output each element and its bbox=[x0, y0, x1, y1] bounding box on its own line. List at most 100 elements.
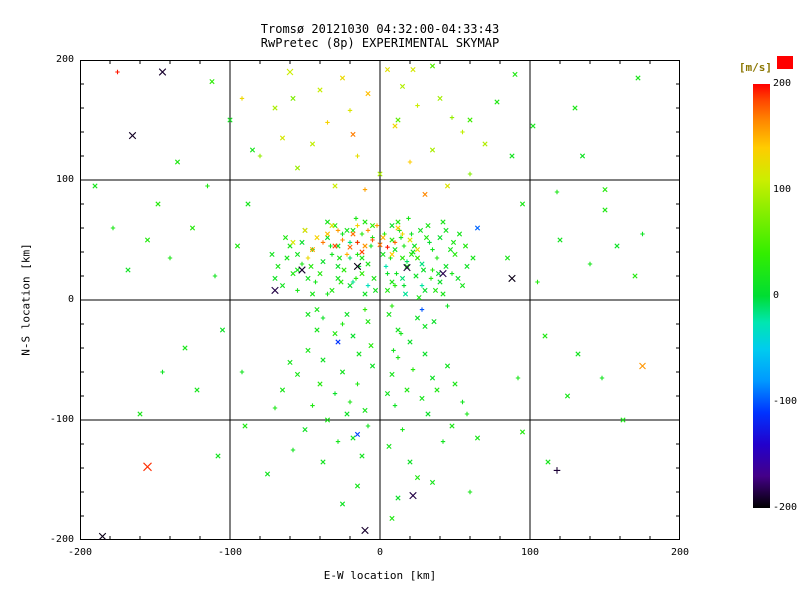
scatter-point bbox=[314, 327, 320, 333]
scatter-point bbox=[395, 117, 401, 123]
scatter-point bbox=[353, 276, 359, 281]
scatter-point bbox=[269, 251, 275, 257]
scatter-point bbox=[389, 303, 395, 309]
scatter-point bbox=[557, 237, 563, 243]
scatter-point bbox=[392, 283, 398, 288]
colorbar-tick-label: -100 bbox=[773, 396, 798, 407]
scatter-point bbox=[434, 255, 440, 261]
scatter-point bbox=[328, 243, 333, 249]
scatter-point bbox=[347, 255, 353, 261]
scatter-point bbox=[92, 183, 98, 189]
scatter-point bbox=[639, 362, 646, 370]
scatter-point bbox=[182, 345, 188, 351]
scatter-point bbox=[317, 381, 323, 387]
scatter-point bbox=[434, 387, 440, 393]
y-axis-label: N-S location [km] bbox=[19, 243, 33, 356]
y-tick-label: 100 bbox=[55, 174, 74, 185]
scatter-point bbox=[545, 459, 551, 465]
scatter-point bbox=[640, 231, 645, 237]
scatter-point bbox=[404, 263, 410, 269]
scatter-point bbox=[294, 267, 301, 273]
colorbar-tick-label: 100 bbox=[773, 184, 792, 195]
scatter-point bbox=[384, 67, 391, 73]
scatter-point bbox=[389, 279, 395, 285]
scatter-point bbox=[389, 237, 395, 243]
scatter-point bbox=[298, 266, 306, 274]
scatter-point bbox=[257, 153, 263, 159]
scatter-point bbox=[395, 327, 401, 333]
scatter-point bbox=[350, 435, 356, 441]
scatter-point bbox=[302, 227, 308, 233]
scatter-point bbox=[564, 393, 571, 399]
scatter-point bbox=[325, 291, 330, 297]
scatter-point bbox=[428, 276, 434, 281]
scatter-point bbox=[359, 255, 365, 261]
scatter-point bbox=[553, 467, 561, 474]
scatter-point bbox=[394, 271, 399, 276]
scatter-point bbox=[294, 371, 301, 377]
scatter-point bbox=[320, 459, 326, 465]
scatter-point bbox=[209, 79, 215, 85]
scatter-point bbox=[340, 321, 345, 327]
scatter-point bbox=[287, 359, 293, 365]
scatter-point bbox=[494, 99, 500, 105]
scatter-point bbox=[305, 275, 311, 281]
y-tick-label: -200 bbox=[49, 534, 74, 545]
plot-subtitle: RwPretec (8p) EXPERIMENTAL SKYMAP bbox=[260, 36, 500, 50]
scatter-point bbox=[419, 307, 425, 312]
scatter-point bbox=[459, 283, 466, 289]
scatter-canvas bbox=[80, 60, 680, 540]
scatter-point bbox=[305, 347, 311, 353]
scatter-point bbox=[332, 331, 338, 337]
scatter-point bbox=[386, 443, 392, 449]
x-tick-label: 200 bbox=[670, 547, 690, 558]
scatter-point bbox=[432, 287, 439, 293]
scatter-point bbox=[350, 279, 356, 285]
scatter-point bbox=[305, 311, 311, 317]
scatter-point bbox=[632, 273, 638, 279]
scatter-point bbox=[416, 295, 422, 301]
scatter-point bbox=[414, 315, 421, 321]
scatter-point bbox=[419, 395, 425, 401]
scatter-point bbox=[174, 159, 181, 165]
scatter-point bbox=[313, 279, 318, 285]
scatter-point bbox=[467, 117, 473, 123]
scatter-point bbox=[310, 403, 315, 408]
scatter-point bbox=[284, 255, 290, 261]
scatter-point bbox=[460, 129, 465, 135]
scatter-point bbox=[399, 83, 406, 89]
scatter-point bbox=[440, 291, 446, 297]
scatter-point bbox=[144, 237, 151, 243]
scatter-point bbox=[372, 287, 379, 293]
scatter-point bbox=[385, 271, 390, 276]
scatter-point bbox=[370, 237, 375, 243]
scatter-point bbox=[413, 273, 419, 279]
scatter-point bbox=[440, 219, 446, 225]
scatter-point bbox=[320, 315, 326, 321]
scatter-point bbox=[444, 363, 451, 369]
scatter-point bbox=[355, 381, 360, 387]
scatter-point bbox=[355, 240, 360, 245]
scatter-point bbox=[335, 275, 341, 281]
scatter-point bbox=[347, 399, 353, 405]
scatter-point bbox=[369, 363, 376, 369]
scatter-point bbox=[355, 223, 360, 228]
scatter-point bbox=[290, 447, 296, 453]
scatter-point bbox=[98, 532, 107, 540]
scatter-point bbox=[460, 399, 465, 405]
scatter-point bbox=[602, 207, 608, 213]
scatter-point bbox=[115, 69, 120, 75]
scatter-point bbox=[167, 255, 173, 261]
scatter-point bbox=[242, 423, 248, 429]
scatter-point bbox=[401, 243, 407, 249]
scatter-point bbox=[353, 216, 359, 221]
scatter-point bbox=[398, 331, 404, 336]
scatter-point bbox=[380, 235, 386, 241]
scatter-point bbox=[450, 239, 457, 245]
scatter-point bbox=[383, 264, 389, 269]
scatter-point bbox=[440, 439, 446, 444]
scatter-point bbox=[402, 291, 409, 297]
y-tick-label: 200 bbox=[55, 54, 74, 65]
scatter-point bbox=[399, 255, 406, 261]
